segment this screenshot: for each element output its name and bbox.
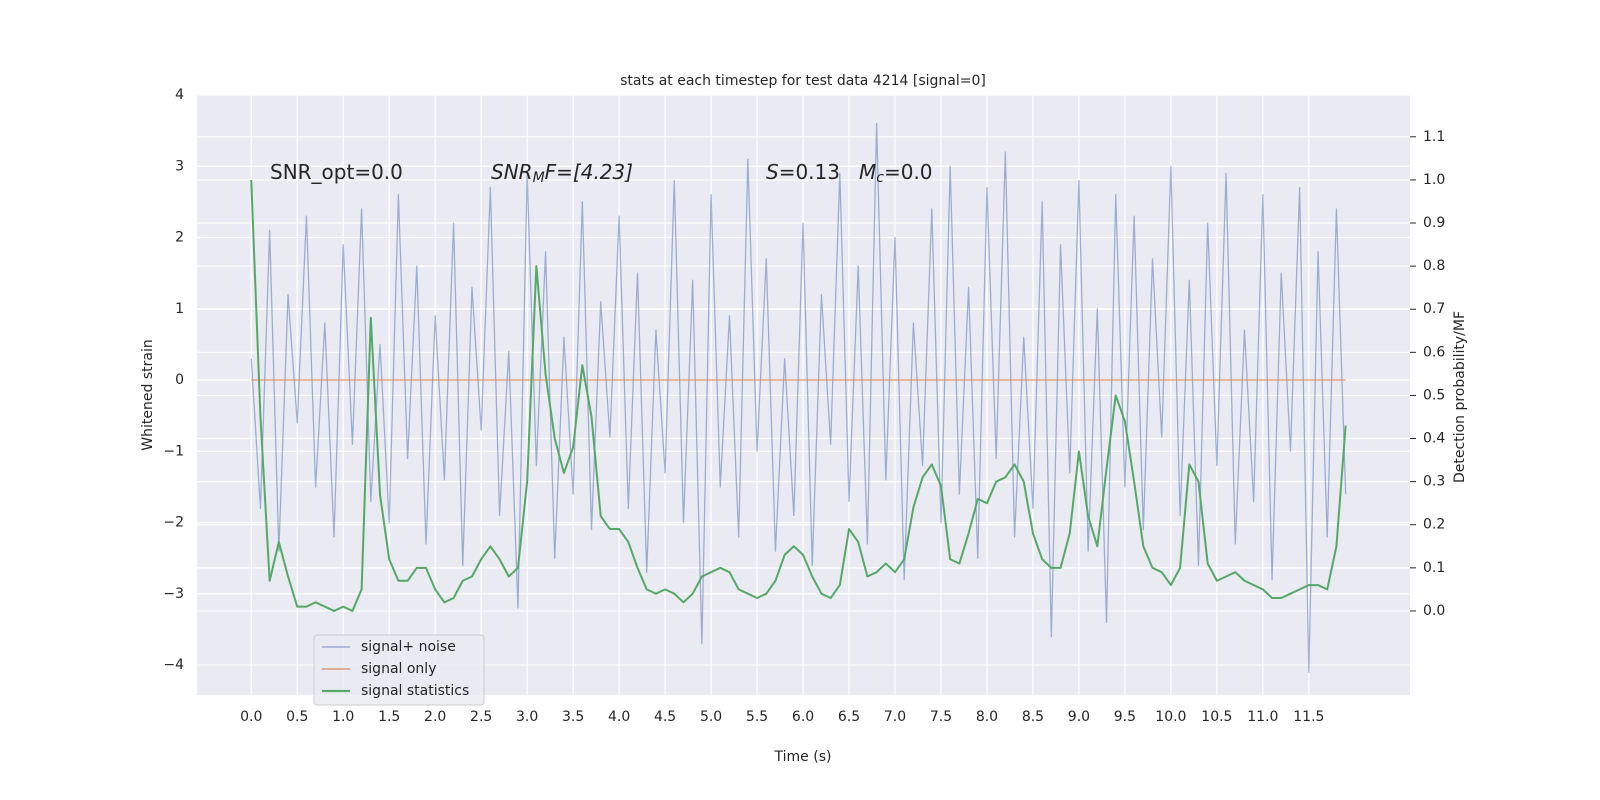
annotation: SNR_opt=0.0 xyxy=(270,160,403,184)
x-tick-label: 7.5 xyxy=(930,709,952,725)
y-tick-label: −1 xyxy=(163,443,184,459)
x-tick-label: 11.5 xyxy=(1293,709,1324,725)
x-tick-label: 11.0 xyxy=(1247,709,1278,725)
legend-label: signal only xyxy=(361,661,436,677)
annotation-subscript: c xyxy=(876,170,884,186)
x-tick-label: 6.0 xyxy=(792,709,814,725)
annotation: Mc=0.0 xyxy=(859,160,933,187)
x-tick-label: 9.0 xyxy=(1068,709,1090,725)
x-tick-label: 3.5 xyxy=(562,709,584,725)
x-tick-label: 0.0 xyxy=(240,709,262,725)
x-tick-label: 5.0 xyxy=(700,709,722,725)
y2-tick-label: 0.5 xyxy=(1423,387,1445,403)
x-tick-label: 8.0 xyxy=(976,709,998,725)
y-tick-label: 0 xyxy=(175,372,184,388)
annotation: SNRMF=[4.23] xyxy=(491,160,633,187)
x-tick-label: 10.0 xyxy=(1155,709,1186,725)
x-tick-label: 3.0 xyxy=(516,709,538,725)
y-tick-label: −2 xyxy=(163,515,184,531)
annotation-symbol: SNR xyxy=(491,160,533,184)
legend-label: signal+ noise xyxy=(361,639,456,655)
x-tick-label: 1.0 xyxy=(332,709,354,725)
x-tick-label: 4.0 xyxy=(608,709,630,725)
y2-tick-label: 1.1 xyxy=(1423,129,1445,145)
y2-tick-label: 0.3 xyxy=(1423,474,1445,490)
annotation-text: SNR_opt=0.0 xyxy=(270,160,403,184)
y-tick-label: −3 xyxy=(163,586,184,602)
x-tick-label: 5.5 xyxy=(746,709,768,725)
x-tick-label: 0.5 xyxy=(286,709,308,725)
annotation-value: =0.0 xyxy=(884,160,933,184)
y2-tick-label: 1.0 xyxy=(1423,172,1445,188)
x-tick-label: 10.5 xyxy=(1201,709,1232,725)
y2-tick-label: 0.1 xyxy=(1423,560,1445,576)
y2-tick-label: 0.8 xyxy=(1423,258,1445,274)
legend-box xyxy=(313,634,485,706)
legend-label: signal statistics xyxy=(361,683,469,699)
y-tick-label: 4 xyxy=(175,87,184,103)
y-tick-label: 1 xyxy=(175,301,184,317)
y-axis-label: Whitened strain xyxy=(140,339,156,450)
y2-tick-label: 0.7 xyxy=(1423,301,1445,317)
annotation-value: =0.13 xyxy=(779,160,840,184)
y-tick-label: 2 xyxy=(175,230,184,246)
x-tick-label: 1.5 xyxy=(378,709,400,725)
annotation-value: F=[4.23] xyxy=(545,160,633,184)
x-tick-label: 4.5 xyxy=(654,709,676,725)
x-tick-label: 9.5 xyxy=(1114,709,1136,725)
series-line xyxy=(250,179,1347,612)
y2-axis-label: Detection probability/MF xyxy=(1452,311,1468,483)
y2-tick-label: 0.4 xyxy=(1423,431,1445,447)
annotation-symbol: S xyxy=(766,160,779,184)
x-tick-label: 2.0 xyxy=(424,709,446,725)
y-tick-label: −4 xyxy=(163,657,184,673)
y2-tick-label: 0.0 xyxy=(1423,603,1445,619)
x-tick-label: 6.5 xyxy=(838,709,860,725)
chart-title: stats at each timestep for test data 421… xyxy=(620,73,986,89)
y2-tick-label: 0.9 xyxy=(1423,215,1445,231)
x-tick-label: 7.0 xyxy=(884,709,906,725)
x-axis-label: Time (s) xyxy=(774,749,832,765)
annotation-symbol: M xyxy=(859,160,876,184)
y-tick-label: 3 xyxy=(175,158,184,174)
x-tick-label: 2.5 xyxy=(470,709,492,725)
x-tick-label: 8.5 xyxy=(1022,709,1044,725)
annotation-subscript: M xyxy=(533,170,545,186)
series-line xyxy=(250,122,1347,673)
annotation: S=0.13 xyxy=(766,160,840,184)
y2-tick-label: 0.6 xyxy=(1423,344,1445,360)
y2-tick-label: 0.2 xyxy=(1423,517,1445,533)
